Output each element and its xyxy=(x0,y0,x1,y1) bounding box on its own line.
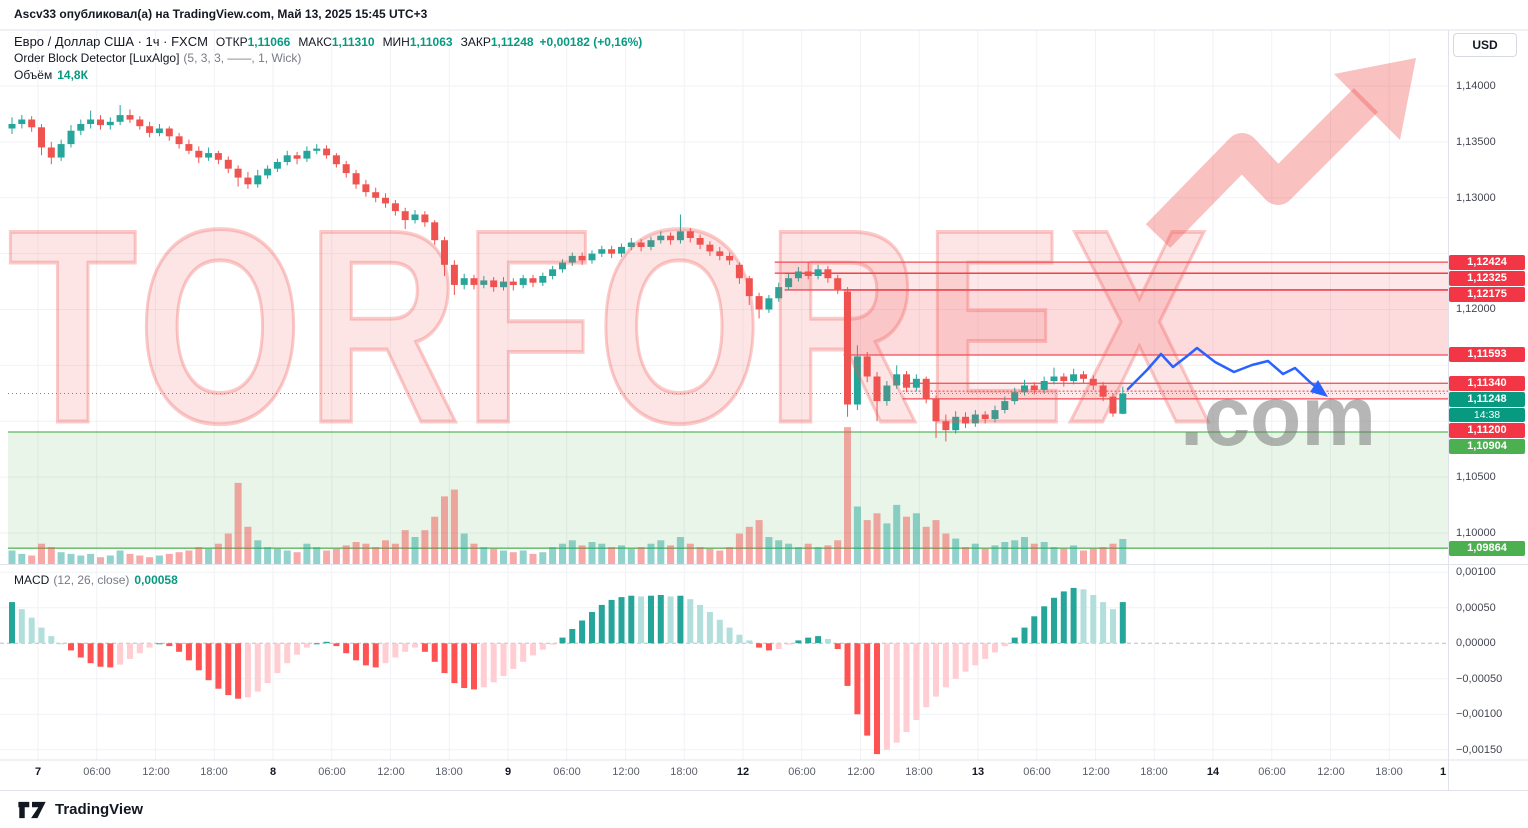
indicator-legend: Order Block Detector [LuxAlgo] (5, 3, 3, … xyxy=(14,51,301,65)
time-label-day: 1 xyxy=(1439,766,1447,778)
time-label: 12:00 xyxy=(1082,766,1110,778)
time-label: 12:00 xyxy=(1317,766,1345,778)
price-axis-label: 1,13000 xyxy=(1456,192,1496,204)
price-axis-label: 1,10000 xyxy=(1456,527,1496,539)
time-label: 06:00 xyxy=(1023,766,1051,778)
bar-countdown-badge: 14:38 xyxy=(1449,408,1525,422)
time-label: 06:00 xyxy=(318,766,346,778)
time-label: 18:00 xyxy=(200,766,228,778)
price-axis-label: 1,10500 xyxy=(1456,471,1496,483)
ohlc-label: МАКС xyxy=(298,35,332,49)
tradingview-brand: TradingView xyxy=(55,801,144,818)
macd-legend: MACD (12, 26, close) 0,00058 xyxy=(14,573,178,587)
level-price-badge: 1,11340 xyxy=(1449,376,1525,391)
ohlc-value: 1,11066 xyxy=(247,35,291,49)
time-label: 12:00 xyxy=(142,766,170,778)
macd-axis-label: −0,00050 xyxy=(1456,673,1503,685)
price-axis-label: 1,13500 xyxy=(1456,136,1496,148)
level-price-badge: 1,09864 xyxy=(1449,541,1525,556)
time-label-day: 8 xyxy=(269,766,277,778)
macd-axis-label: 0,00000 xyxy=(1456,637,1496,649)
time-label: 12:00 xyxy=(847,766,875,778)
tradingview-logo-link[interactable]: TradingView xyxy=(16,800,143,820)
time-label-day: 14 xyxy=(1206,766,1220,778)
macd-axis-label: −0,00150 xyxy=(1456,744,1503,756)
time-label: 18:00 xyxy=(670,766,698,778)
last-price-badge: 1,11248 xyxy=(1449,392,1525,407)
price-axis-label: 1,12000 xyxy=(1456,303,1496,315)
price-axis-label: 1,14000 xyxy=(1456,80,1496,92)
time-label: 06:00 xyxy=(1258,766,1286,778)
macd-axis-label: −0,00100 xyxy=(1456,708,1503,720)
time-label-day: 12 xyxy=(736,766,750,778)
level-price-badge: 1,11593 xyxy=(1449,347,1525,362)
macd-axis-label: 0,00050 xyxy=(1456,602,1496,614)
time-label-day: 7 xyxy=(34,766,42,778)
level-price-badge: 1,12424 xyxy=(1449,255,1525,270)
indicator-name: Order Block Detector [LuxAlgo] xyxy=(14,51,180,65)
indicator-params: (5, 3, 3, ——, 1, Wick) xyxy=(183,51,302,65)
time-label: 18:00 xyxy=(435,766,463,778)
time-label-day: 13 xyxy=(971,766,985,778)
volume-label: Объём xyxy=(14,68,53,82)
chart-legend: Евро / Доллар США · 1ч · FXCM ОТКР1,11066… xyxy=(14,33,642,51)
volume-value: 14,8К xyxy=(57,68,88,82)
time-label: 06:00 xyxy=(788,766,816,778)
time-label-day: 9 xyxy=(504,766,512,778)
bottom-bar: TradingView xyxy=(0,790,1528,828)
ohlc-value: 1,11248 xyxy=(490,35,534,49)
watermark-text: TORFOREX xyxy=(7,170,1214,482)
time-label: 18:00 xyxy=(1375,766,1403,778)
time-label: 06:00 xyxy=(83,766,111,778)
symbol-title: Евро / Доллар США · 1ч · FXCM xyxy=(14,34,208,49)
currency-chip: USD xyxy=(1453,33,1517,57)
level-price-badge: 1,12175 xyxy=(1449,287,1525,302)
time-label: 12:00 xyxy=(377,766,405,778)
ohlc-value: 1,11310 xyxy=(331,35,375,49)
time-label: 18:00 xyxy=(1140,766,1168,778)
time-label: 06:00 xyxy=(553,766,581,778)
tradingview-logo-icon xyxy=(18,801,46,818)
ohlc-value: 1,11063 xyxy=(409,35,453,49)
price-change: +0,00182 (+0,16%) xyxy=(539,35,643,49)
time-label: 12:00 xyxy=(612,766,640,778)
attribution-text: Ascv33 опубликовал(а) на TradingView.com… xyxy=(14,7,428,21)
level-price-badge: 1,11200 xyxy=(1449,423,1525,438)
ohlc-values: ОТКР1,11066 МАКС1,11310 МИН1,11063 ЗАКР1,11… xyxy=(208,33,642,50)
macd-params: (12, 26, close) xyxy=(53,573,130,587)
volume-legend: Объём 14,8К xyxy=(14,68,88,82)
ohlc-label: ОТКР xyxy=(215,35,248,49)
level-price-badge: 1,10904 xyxy=(1449,439,1525,454)
macd-value: 0,00058 xyxy=(134,573,178,587)
watermark-domain: .com xyxy=(1180,369,1377,463)
level-price-badge: 1,12325 xyxy=(1449,271,1525,286)
ohlc-label: ЗАКР xyxy=(460,35,491,49)
macd-axis-label: 0,00100 xyxy=(1456,566,1496,578)
ohlc-label: МИН xyxy=(382,35,410,49)
time-label: 18:00 xyxy=(905,766,933,778)
macd-name: MACD xyxy=(14,573,50,587)
